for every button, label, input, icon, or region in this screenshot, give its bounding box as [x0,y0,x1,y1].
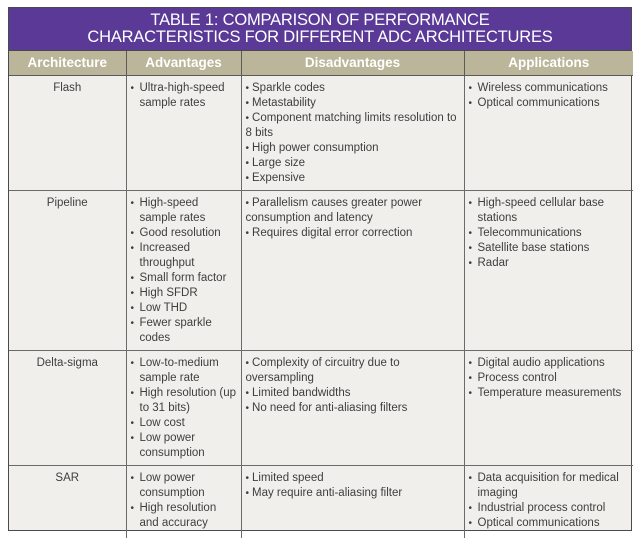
list-item: Fewer sparkle codes [131,316,237,346]
list-item: Satellite base stations [469,241,630,256]
list-item: Low cost [131,416,237,431]
cell-applications: High-speed cellular base stationsTelecom… [464,190,633,351]
list-item: Wireless communications [469,81,630,96]
cell-applications: Data acquisition for medical imagingIndu… [464,465,633,538]
list-item: Low power consumption [131,471,237,501]
cell-disadvantages: Parallelism causes greater power consump… [241,190,465,351]
header-disadvantages: Disadvantages [241,51,465,76]
header-applications: Applications [464,51,633,76]
list-item: High-speed cellular base stations [469,196,630,226]
cell-advantages: High-speed sample ratesGood resolutionIn… [126,190,242,351]
list-item: Small form factor [131,271,237,286]
advantages-list: High-speed sample ratesGood resolutionIn… [131,196,237,346]
cell-architecture: Pipeline [9,190,127,351]
list-item: Parallelism causes greater power consump… [246,196,460,226]
cell-advantages: Ultra-high-speed sample rates [126,75,242,191]
table-title-line-2: CHARACTERISTICS FOR DIFFERENT ADC ARCHIT… [87,28,553,46]
disadvantages-list: Sparkle codesMetastabilityComponent matc… [246,81,460,186]
list-item: Metastability [246,96,460,111]
table-body: FlashUltra-high-speed sample rates Sparkl… [9,75,633,538]
header-row: Architecture Advantages Disadvantages Ap… [9,51,633,76]
cell-applications: Wireless communicationsOptical communica… [464,75,633,191]
table-row: FlashUltra-high-speed sample rates Sparkl… [9,75,633,191]
table-row: Delta-sigmaLow-to-medium sample rateHigh… [9,350,633,466]
header-advantages: Advantages [126,51,242,76]
cell-architecture: Delta-sigma [9,350,127,466]
list-item: High power consumption [246,141,460,156]
header-architecture: Architecture [9,51,127,76]
list-item: Good resolution [131,226,237,241]
list-item: May require anti-aliasing filter [246,486,460,501]
table-title-line-1: TABLE 1: COMPARISON OF PERFORMANCE [150,11,490,29]
cell-architecture: Flash [9,75,127,191]
list-item: Component matching limits resolution to … [246,111,460,141]
applications-list: Digital audio applicationsProcess contro… [469,356,630,401]
list-item: Large size [246,156,460,171]
list-item: Optical communications [469,96,630,111]
list-item: No need for anti-aliasing filters [246,401,460,416]
cell-advantages: Low-to-medium sample rateHigh resolution… [126,350,242,466]
list-item: High resolution (up to 31 bits) [131,386,237,416]
advantages-list: Low-to-medium sample rateHigh resolution… [131,356,237,461]
applications-list: Wireless communicationsOptical communica… [469,81,630,111]
adc-comparison-table: Architecture Advantages Disadvantages Ap… [9,51,633,538]
list-item: Process control [469,371,630,386]
list-item: Digital audio applications [469,356,630,371]
table-row: SARLow power consumptionHigh resolution … [9,465,633,538]
list-item: Ultra-high-speed sample rates [131,81,237,111]
disadvantages-list: Limited speedMay require anti-aliasing f… [246,471,460,501]
disadvantages-list: Complexity of circuitry due to oversampl… [246,356,460,416]
list-item: Radar [469,256,630,271]
list-item: Low-to-medium sample rate [131,356,237,386]
list-item: High-speed sample rates [131,196,237,226]
table-row: PipelineHigh-speed sample ratesGood reso… [9,190,633,351]
list-item: Increased throughput [131,241,237,271]
list-item: Data acquisition for medical imaging [469,471,630,501]
applications-list: High-speed cellular base stationsTelecom… [469,196,630,271]
list-item: Sparkle codes [246,81,460,96]
list-item: Industrial process control [469,501,630,516]
cell-disadvantages: Limited speedMay require anti-aliasing f… [241,465,465,538]
table-title: TABLE 1: COMPARISON OF PERFORMANCE CHARA… [9,8,631,51]
list-item: Limited bandwidths [246,386,460,401]
list-item: Optical communications [469,516,630,531]
advantages-list: Ultra-high-speed sample rates [131,81,237,111]
list-item: High SFDR [131,286,237,301]
list-item: Complexity of circuitry due to oversampl… [246,356,460,386]
list-item: Expensive [246,171,460,186]
list-item: High resolution and accuracy [131,501,237,531]
list-item: Low THD [131,301,237,316]
cell-advantages: Low power consumptionHigh resolution and… [126,465,242,538]
list-item: Requires digital error correction [246,226,460,241]
list-item: Temperature measurements [469,386,630,401]
disadvantages-list: Parallelism causes greater power consump… [246,196,460,241]
applications-list: Data acquisition for medical imagingIndu… [469,471,630,531]
cell-applications: Digital audio applicationsProcess contro… [464,350,633,466]
cell-disadvantages: Complexity of circuitry due to oversampl… [241,350,465,466]
cell-architecture: SAR [9,465,127,538]
comparison-table-figure: TABLE 1: COMPARISON OF PERFORMANCE CHARA… [8,7,633,538]
list-item: Telecommunications [469,226,630,241]
cell-disadvantages: Sparkle codesMetastabilityComponent matc… [241,75,465,191]
list-item: Low power consumption [131,431,237,461]
list-item: Limited speed [246,471,460,486]
advantages-list: Low power consumptionHigh resolution and… [131,471,237,531]
